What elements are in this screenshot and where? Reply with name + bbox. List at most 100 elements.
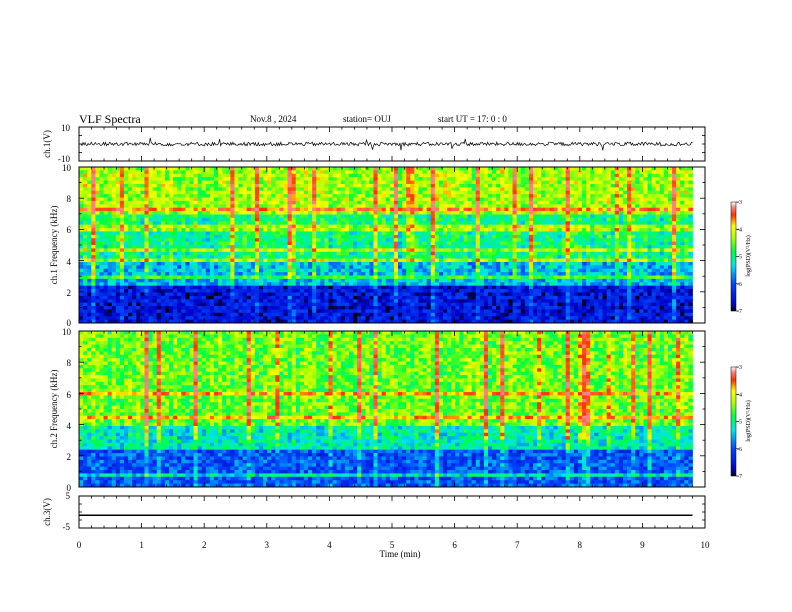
spectrogram-cell <box>357 200 362 205</box>
spectrogram-cell <box>328 228 333 232</box>
spectrogram-cell <box>156 275 162 280</box>
spectrogram-cell <box>475 275 481 280</box>
spectrogram-cell <box>651 197 657 202</box>
spectrogram-cell <box>651 221 657 226</box>
spectrogram-cell <box>426 217 432 222</box>
spectrogram-cell <box>573 251 579 256</box>
spectrogram-cell <box>115 265 121 270</box>
spectrogram-cell <box>561 187 567 192</box>
spectrogram-cell <box>164 255 170 259</box>
spectrogram-cell <box>577 248 583 253</box>
spectrogram-cell <box>230 278 235 283</box>
spectrogram-cell <box>573 234 579 239</box>
spectrogram-cell <box>549 167 554 171</box>
spectrogram-cell <box>103 217 109 222</box>
spectrogram-cell <box>254 187 260 192</box>
spectrogram-cell <box>537 224 542 229</box>
spectrogram-cell <box>688 258 693 263</box>
spectrogram-cell <box>205 228 211 232</box>
spectrogram-cell <box>328 190 333 195</box>
spectrogram-cell <box>381 200 387 205</box>
spectrogram-cell <box>348 187 354 192</box>
spectrogram-cell <box>164 258 170 263</box>
spectrogram-cell <box>123 207 129 212</box>
spectrogram-cell <box>234 197 239 202</box>
spectrogram-cell <box>483 248 489 253</box>
spectrogram-cell <box>549 197 554 202</box>
spectrogram-cell <box>606 211 612 215</box>
spectrogram-cell <box>123 241 129 246</box>
spectrogram-cell <box>230 248 235 253</box>
spectrogram-cell <box>594 197 599 202</box>
spectrogram-cell <box>393 200 399 205</box>
spectrogram-cell <box>365 251 370 256</box>
spectrogram-cell <box>197 183 203 188</box>
spectrogram-cell <box>246 177 252 181</box>
spectrogram-cell <box>230 255 235 259</box>
spectrogram-cell <box>422 261 428 266</box>
spectrogram-cell <box>635 261 640 266</box>
spectrogram-cell <box>271 183 276 188</box>
spectrogram-cell <box>213 197 219 202</box>
spectrogram-cell <box>398 167 403 171</box>
spectrogram-cell <box>438 190 444 195</box>
spectrogram-cell <box>209 200 215 205</box>
spectrogram-cell <box>659 167 665 171</box>
spectrogram-cell <box>373 204 378 209</box>
spectrogram-cell <box>496 258 501 263</box>
spectrogram-cell <box>438 255 444 259</box>
spectrogram-cell <box>340 190 346 195</box>
spectrogram-cell <box>500 207 505 212</box>
spectrogram-cell <box>312 197 317 202</box>
spectrogram-cell <box>463 238 468 243</box>
spectrogram-cell <box>111 265 117 270</box>
spectrogram-cell <box>565 200 571 205</box>
spectrogram-cell <box>79 167 84 171</box>
spectrogram-cell <box>594 261 599 266</box>
spectrogram-cell <box>594 194 599 198</box>
spectrogram-cell <box>393 234 399 239</box>
spectrogram-cell <box>128 265 133 270</box>
spectrogram-cell <box>361 207 366 212</box>
spectrogram-cell <box>430 265 436 270</box>
spectrogram-cell <box>238 221 243 226</box>
spectrogram-cell <box>639 238 644 243</box>
spectrogram-cell <box>164 207 170 212</box>
spectrogram-cell <box>295 173 301 178</box>
spectrogram-cell <box>193 238 199 243</box>
spectrogram-cell <box>287 194 293 198</box>
spectrogram-cell <box>103 255 109 259</box>
spectrogram-cell <box>308 204 313 209</box>
spectrogram-cell <box>283 275 288 280</box>
spectrogram-cell <box>353 177 358 181</box>
spectrogram-cell <box>614 173 620 178</box>
spectrogram-cell <box>455 177 460 181</box>
spectrogram-cell <box>136 278 141 283</box>
spectrogram-cell <box>537 228 542 232</box>
spectrogram-cell <box>263 207 268 212</box>
spectrogram-cell <box>193 177 199 181</box>
spectrogram-cell <box>385 190 391 195</box>
spectrogram-cell <box>557 255 562 259</box>
spectrogram-cell <box>148 187 154 192</box>
spectrogram-cell <box>606 258 612 263</box>
spectrogram-cell <box>263 170 268 175</box>
spectrogram-cell <box>324 190 329 195</box>
spectrogram-cell <box>226 170 231 175</box>
spectrogram-cell <box>414 211 419 215</box>
spectrogram-cell <box>418 275 423 280</box>
spectrogram-cell <box>344 245 350 249</box>
spectrogram-cell <box>492 265 497 270</box>
spectrogram-cell <box>545 238 550 243</box>
spectrogram-cell <box>336 200 342 205</box>
spectrogram-cell <box>312 183 317 188</box>
spectrogram-cell <box>156 261 162 266</box>
spectrogram-cell <box>234 272 239 276</box>
spectrogram-cell <box>659 231 665 236</box>
spectrogram-cell <box>643 183 648 188</box>
spectrogram-cell <box>467 177 473 181</box>
spectrogram-cell <box>303 167 309 171</box>
spectrogram-cell <box>365 194 370 198</box>
spectrogram-cell <box>598 224 603 229</box>
spectrogram-cell <box>123 265 129 270</box>
